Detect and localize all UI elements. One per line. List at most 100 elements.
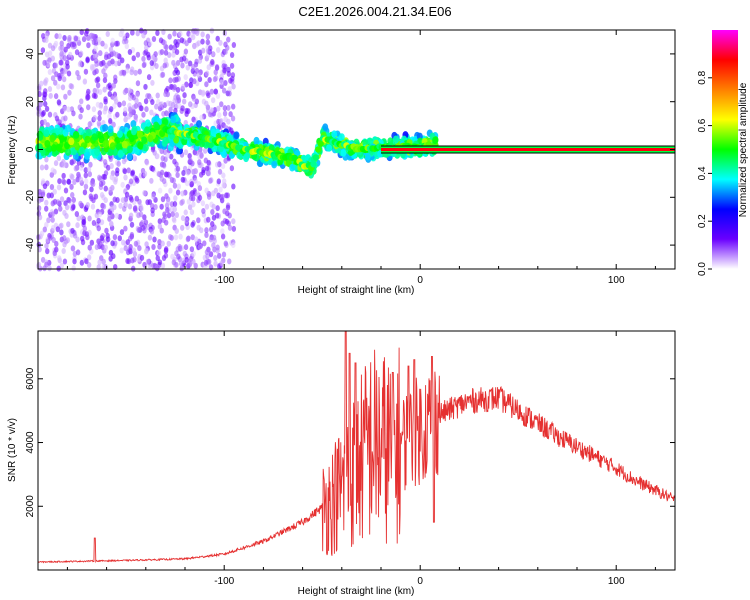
spectrogram-point: [71, 110, 76, 117]
spectrogram-point: [97, 36, 102, 43]
spectrogram-point: [179, 37, 185, 44]
spectrogram-point: [192, 43, 197, 50]
spectrogram-point: [62, 68, 68, 75]
spectrogram-point: [56, 155, 62, 162]
spectrogram-point: [176, 183, 182, 190]
spectrogram-point: [75, 249, 81, 256]
spectrogram-point: [231, 242, 236, 249]
spectrogram-point: [151, 193, 156, 200]
spectrogram-point: [170, 253, 175, 260]
spectrogram-point: [160, 240, 165, 247]
spectrogram-point: [147, 234, 153, 241]
spectrogram-point: [217, 161, 222, 168]
spectrogram-point: [210, 50, 216, 57]
spectrogram-point: [222, 30, 228, 37]
spectrogram-point: [97, 211, 103, 218]
snr-panel: -100 0 100 2000 4000 6000 Height of straight…: [7, 330, 676, 597]
spectrogram-point: [131, 247, 137, 254]
spectrogram-point: [211, 190, 216, 197]
spectrogram-point: [38, 196, 44, 203]
spectrogram-point: [142, 190, 147, 197]
spectrogram-point: [103, 72, 108, 79]
colorbar-ticks: 0.0 0.2 0.4 0.6 0.8: [697, 70, 712, 276]
spectrogram-point: [122, 168, 128, 175]
spectrogram-point: [104, 227, 109, 234]
spectrogram-point: [217, 112, 222, 119]
spectrogram-point: [219, 79, 224, 86]
spectrogram-point: [170, 115, 177, 124]
spectrogram-point: [168, 83, 174, 90]
spectrogram-point: [117, 101, 122, 108]
spectrogram-point: [94, 88, 100, 95]
spectrogram-point: [145, 199, 150, 206]
spectrogram-point: [59, 44, 65, 51]
spectrogram-point: [115, 196, 120, 203]
spectrogram-point: [230, 103, 236, 110]
y-tick-label: -20: [25, 190, 36, 205]
spectrogram-point: [162, 39, 167, 46]
spectrogram-point: [65, 237, 70, 244]
spectrogram-point: [164, 246, 169, 253]
spectrogram-point: [182, 92, 187, 99]
spectrogram-point: [50, 75, 56, 82]
spectrogram-point: [151, 243, 156, 250]
spectrogram-point: [227, 86, 232, 93]
spectrogram-point: [155, 29, 160, 36]
spectrogram-point: [89, 186, 94, 193]
spectrogram-point: [118, 31, 123, 38]
spectrogram-point: [97, 174, 102, 181]
spectrogram-point: [39, 230, 45, 237]
spectrogram-point: [180, 198, 185, 205]
spectrogram-point: [121, 140, 128, 149]
spectrogram-point: [213, 254, 218, 261]
spectrogram-point: [80, 235, 85, 242]
spectrogram-point: [59, 161, 64, 168]
spectrogram-point: [96, 217, 101, 224]
spectrogram-point: [174, 211, 180, 218]
spectrogram-point: [203, 259, 209, 266]
spectrogram-point: [71, 204, 76, 211]
spectrogram-point: [174, 228, 179, 235]
spectrogram-point: [220, 163, 226, 170]
spectrogram-point: [102, 140, 109, 148]
spectrogram-point: [87, 121, 92, 128]
spectrogram-point: [95, 101, 101, 108]
spectrogram-point: [183, 48, 189, 55]
spectrogram-point: [51, 224, 56, 231]
spectrogram-point: [178, 233, 183, 240]
x-tick-label: -100: [214, 576, 234, 587]
spectrogram-point: [91, 92, 97, 99]
spectrogram-point: [171, 177, 176, 184]
spectrogram-point: [141, 111, 146, 118]
spectrogram-point: [165, 152, 170, 159]
spectrogram-point: [216, 178, 221, 185]
spectrogram-point: [192, 149, 197, 156]
spectrogram-point: [44, 156, 49, 163]
spectrogram-point: [79, 107, 84, 114]
x-tick-label: 0: [417, 275, 423, 286]
spectrogram-point: [101, 258, 106, 265]
spectrogram-point: [75, 236, 80, 243]
spectrogram-point: [61, 76, 67, 83]
spectrogram-point: [47, 265, 52, 272]
spectrogram-point: [190, 190, 195, 197]
spectrogram-point: [210, 208, 215, 215]
spectrogram-point: [67, 37, 72, 44]
spectrogram-point: [210, 220, 215, 227]
spectrogram-point: [226, 104, 231, 111]
spectrogram-point: [197, 194, 203, 201]
spectrogram-point: [208, 226, 214, 233]
spectrogram-point: [77, 127, 84, 136]
spectrogram-point: [217, 168, 223, 175]
spectrogram-point: [112, 234, 118, 241]
spectrogram-point: [143, 40, 149, 47]
spectrogram-point: [130, 127, 137, 136]
spectrogram-point: [70, 174, 75, 181]
spectrogram-point: [211, 234, 217, 241]
spectrogram-point: [84, 30, 89, 37]
spectrogram-point: [151, 36, 157, 43]
spectrogram-point: [65, 124, 72, 133]
spectrogram-point: [57, 33, 62, 40]
spectrogram-point: [180, 62, 185, 69]
